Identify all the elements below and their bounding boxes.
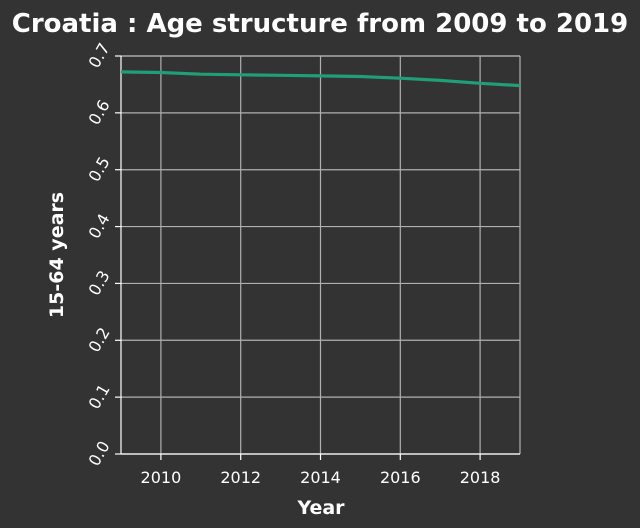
x-tick-label: 2018 [460, 468, 501, 487]
y-tick-label: 0.0 [85, 438, 114, 470]
x-tick-label: 2016 [380, 468, 421, 487]
grid [121, 55, 521, 455]
series-layer [120, 70, 521, 88]
y-tick-label: 0.6 [85, 97, 114, 129]
axes [115, 55, 520, 460]
x-tick-label: 2014 [300, 468, 341, 487]
y-axis-label: 15-64 years [46, 192, 68, 318]
y-tick-label: 0.3 [85, 267, 114, 299]
y-tick-label: 0.1 [85, 381, 114, 413]
tick-labels: 2010 2012 2014 2016 2018 0.0 0.1 0.2 0.3 0.4 0.5 0.… [85, 40, 501, 487]
x-tick-label: 2010 [141, 468, 182, 487]
y-tick-label: 0.2 [85, 324, 114, 356]
y-tick-label: 0.7 [85, 40, 114, 72]
series-line [120, 70, 521, 88]
x-axis-label: Year [296, 497, 345, 519]
x-tick-label: 2012 [220, 468, 261, 487]
y-tick-label: 0.5 [85, 153, 114, 185]
chart-title: Croatia : Age structure from 2009 to 201… [12, 9, 628, 39]
y-tick-label: 0.4 [85, 210, 114, 242]
